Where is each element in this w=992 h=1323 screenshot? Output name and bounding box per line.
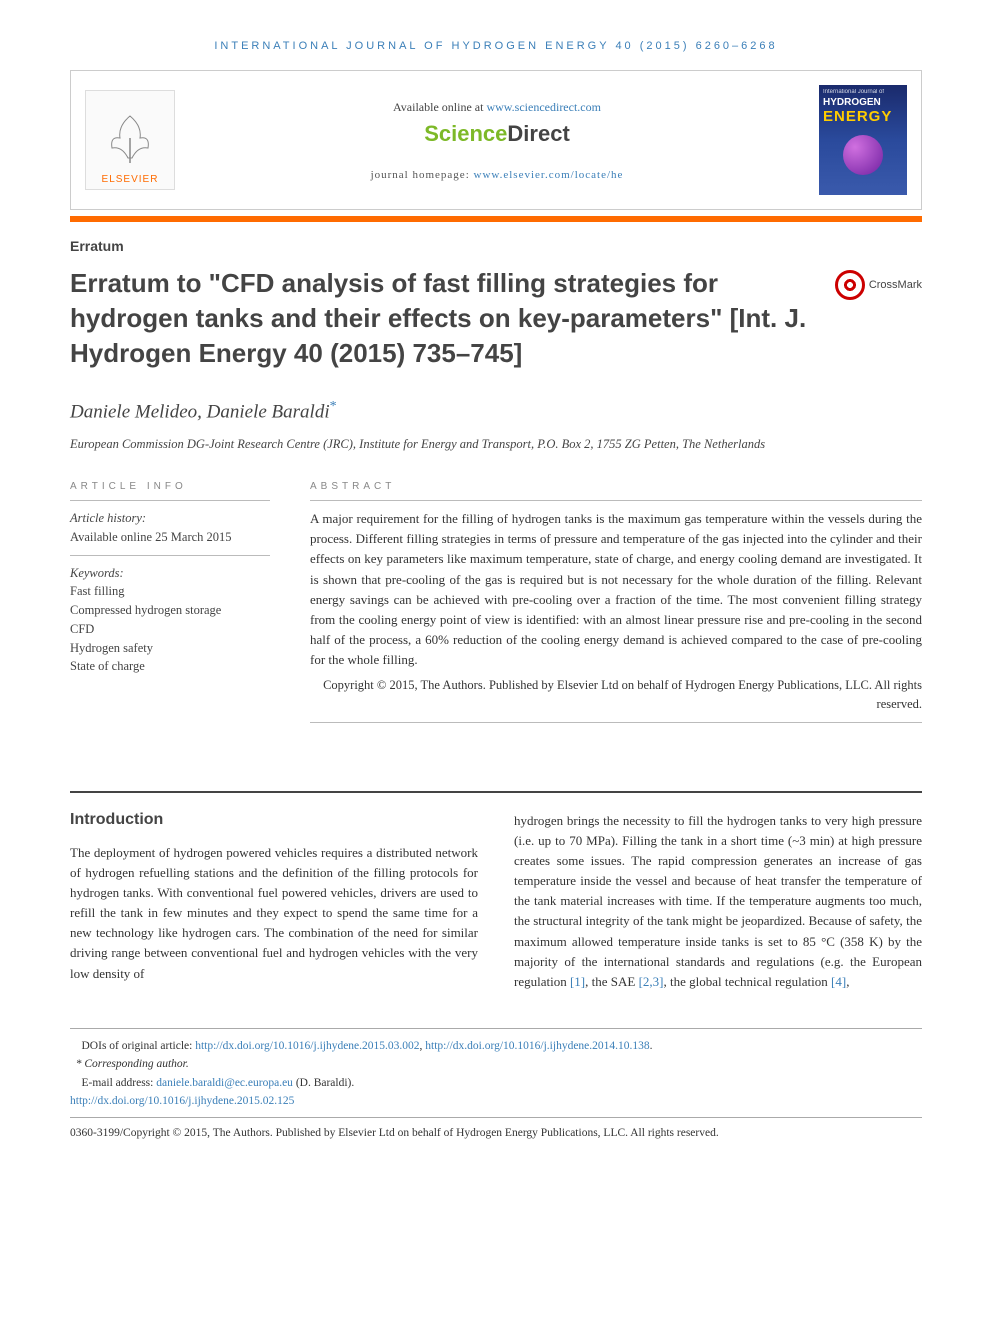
sd-science: Science bbox=[424, 121, 507, 146]
author-names: Daniele Melideo, Daniele Baraldi bbox=[70, 402, 330, 423]
original-doi-link-2[interactable]: http://dx.doi.org/10.1016/j.ijhydene.201… bbox=[425, 1040, 649, 1052]
ref-link[interactable]: [2,3] bbox=[639, 974, 664, 989]
footnotes: DOIs of original article: http://dx.doi.… bbox=[70, 1028, 922, 1142]
corresponding-author-note: * Corresponding author. bbox=[70, 1055, 922, 1073]
crossmark-badge[interactable]: CrossMark bbox=[835, 270, 922, 300]
homepage-prefix: journal homepage: bbox=[371, 169, 474, 181]
header-center: Available online at www.sciencedirect.co… bbox=[189, 100, 805, 181]
divider bbox=[70, 1117, 922, 1118]
abstract-copyright: Copyright © 2015, The Authors. Published… bbox=[310, 676, 922, 714]
crossmark-label: CrossMark bbox=[869, 279, 922, 291]
body-text-run: , the SAE bbox=[585, 974, 638, 989]
elsevier-tree-icon bbox=[100, 108, 160, 168]
authors: Daniele Melideo, Daniele Baraldi* bbox=[70, 399, 922, 423]
abstract-column: ABSTRACT A major requirement for the fil… bbox=[310, 481, 922, 731]
divider bbox=[310, 500, 922, 501]
available-prefix: Available online at bbox=[393, 100, 486, 114]
cover-hydrogen: HYDROGEN bbox=[823, 97, 903, 108]
sciencedirect-link[interactable]: www.sciencedirect.com bbox=[486, 100, 601, 114]
keyword: CFD bbox=[70, 620, 270, 639]
accent-bar bbox=[70, 216, 922, 222]
body-columns: Introduction The deployment of hydrogen … bbox=[70, 811, 922, 992]
cover-sphere-icon bbox=[843, 135, 883, 175]
keyword: Compressed hydrogen storage bbox=[70, 601, 270, 620]
original-doi-line: DOIs of original article: http://dx.doi.… bbox=[70, 1037, 922, 1055]
ref-link[interactable]: [4] bbox=[831, 974, 846, 989]
divider bbox=[70, 500, 270, 501]
email-suffix: (D. Baraldi). bbox=[293, 1077, 354, 1089]
elsevier-wordmark: ELSEVIER bbox=[102, 174, 159, 185]
article-title: Erratum to "CFD analysis of fast filling… bbox=[70, 266, 815, 371]
body-text-run: , the global technical regulation bbox=[664, 974, 832, 989]
cover-subtitle: International Journal of bbox=[823, 89, 903, 95]
body-text-run: , bbox=[846, 974, 849, 989]
email-link[interactable]: daniele.baraldi@ec.europa.eu bbox=[156, 1077, 293, 1089]
original-doi-link-1[interactable]: http://dx.doi.org/10.1016/j.ijhydene.201… bbox=[195, 1040, 419, 1052]
divider bbox=[70, 555, 270, 556]
affiliation: European Commission DG-Joint Research Ce… bbox=[70, 436, 922, 454]
elsevier-logo: ELSEVIER bbox=[85, 90, 175, 190]
journal-header: ELSEVIER Available online at www.science… bbox=[70, 70, 922, 210]
column-right: hydrogen brings the necessity to fill th… bbox=[514, 811, 922, 992]
corresponding-marker: * bbox=[330, 399, 337, 414]
doi-label: DOIs of original article: bbox=[82, 1040, 196, 1052]
intro-paragraph-1: The deployment of hydrogen powered vehic… bbox=[70, 843, 478, 984]
intro-paragraph-2: hydrogen brings the necessity to fill th… bbox=[514, 811, 922, 992]
crossmark-icon bbox=[835, 270, 865, 300]
sciencedirect-logo: ScienceDirect bbox=[189, 121, 805, 147]
ref-link[interactable]: [1] bbox=[570, 974, 585, 989]
homepage-link[interactable]: www.elsevier.com/locate/he bbox=[474, 169, 624, 181]
section-divider bbox=[70, 791, 922, 793]
keyword: State of charge bbox=[70, 657, 270, 676]
cover-energy: ENERGY bbox=[823, 108, 903, 125]
sd-direct: Direct bbox=[507, 121, 569, 146]
article-doi-link[interactable]: http://dx.doi.org/10.1016/j.ijhydene.201… bbox=[70, 1095, 294, 1107]
keyword: Fast filling bbox=[70, 582, 270, 601]
running-head: INTERNATIONAL JOURNAL OF HYDROGEN ENERGY… bbox=[70, 40, 922, 52]
issn-copyright-line: 0360-3199/Copyright © 2015, The Authors.… bbox=[70, 1124, 922, 1142]
article-type: Erratum bbox=[70, 238, 922, 254]
divider bbox=[310, 722, 922, 723]
article-info-label: ARTICLE INFO bbox=[70, 481, 270, 492]
keywords-head: Keywords: bbox=[70, 566, 124, 580]
history-date: Available online 25 March 2015 bbox=[70, 528, 270, 547]
corr-text: * Corresponding author. bbox=[76, 1058, 189, 1070]
journal-cover-thumb: International Journal of HYDROGEN ENERGY bbox=[819, 85, 907, 195]
introduction-heading: Introduction bbox=[70, 811, 478, 829]
body-text-run: hydrogen brings the necessity to fill th… bbox=[514, 813, 922, 989]
email-line: E-mail address: daniele.baraldi@ec.europ… bbox=[70, 1074, 922, 1092]
article-info-column: ARTICLE INFO Article history: Available … bbox=[70, 481, 270, 731]
column-left: Introduction The deployment of hydrogen … bbox=[70, 811, 478, 992]
keyword: Hydrogen safety bbox=[70, 639, 270, 658]
history-head: Article history: bbox=[70, 511, 146, 525]
sep: . bbox=[650, 1040, 653, 1052]
email-label: E-mail address: bbox=[82, 1077, 157, 1089]
abstract-text: A major requirement for the filling of h… bbox=[310, 509, 922, 670]
abstract-label: ABSTRACT bbox=[310, 481, 922, 492]
